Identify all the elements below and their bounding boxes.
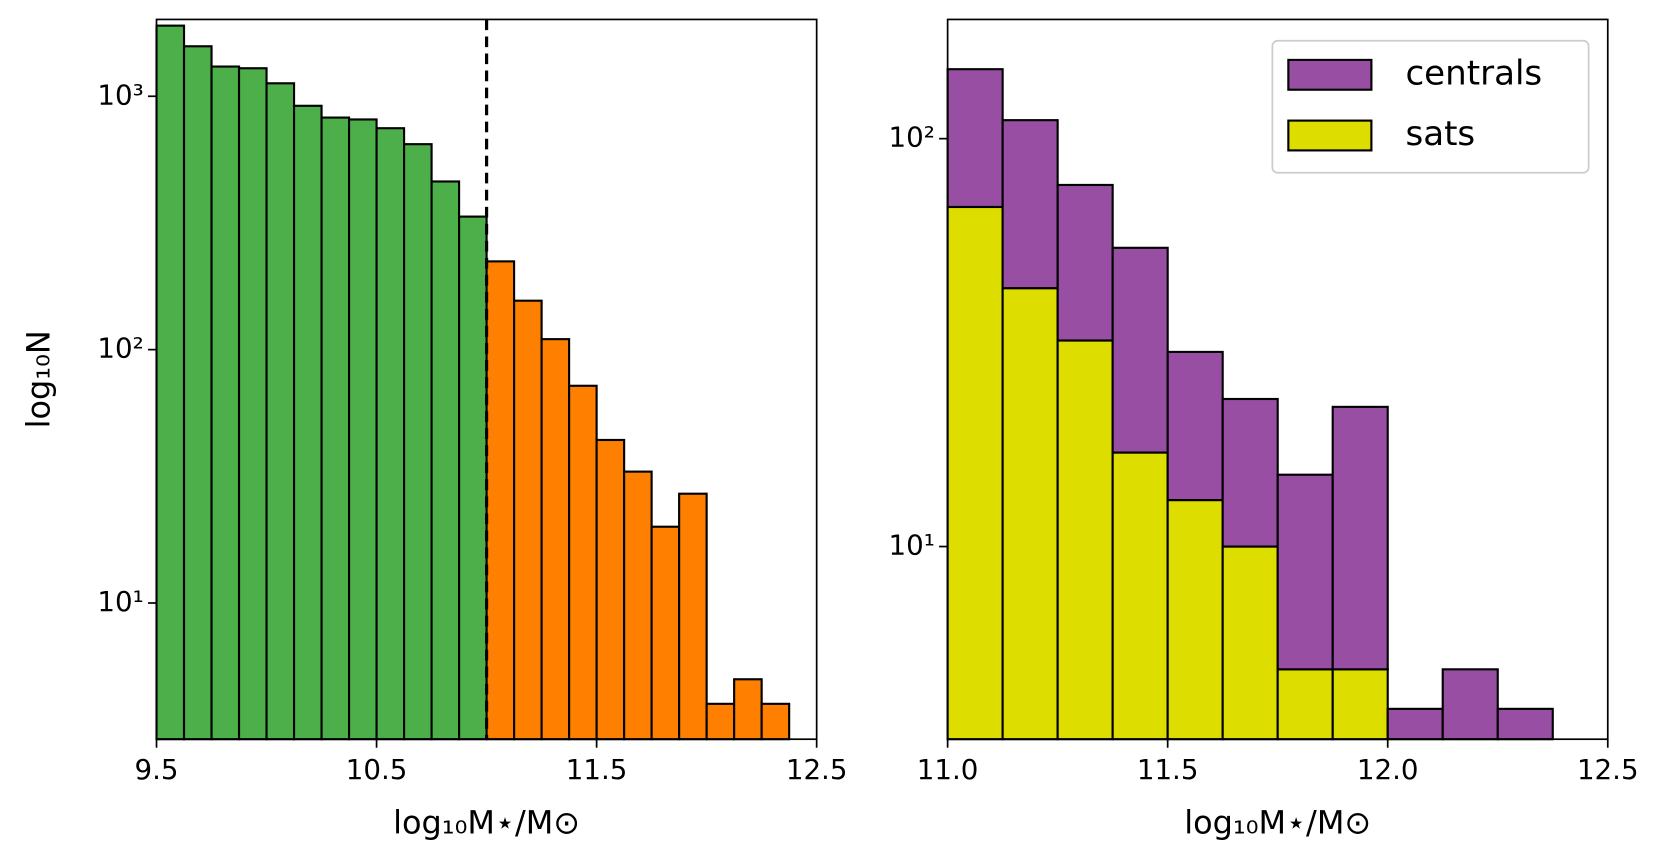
bar: [1221, 397, 1279, 548]
bar: [1111, 451, 1169, 741]
bar: [1496, 707, 1554, 741]
bar: [946, 205, 1004, 741]
bar: [1331, 405, 1389, 671]
x-tick-label: 11.0: [917, 753, 979, 786]
bar: [403, 143, 433, 741]
legend-label: sats: [1405, 114, 1475, 154]
x-tick-label: 10.5: [346, 753, 408, 786]
x-tick-label: 11.5: [566, 753, 628, 786]
bar: [155, 24, 186, 741]
bar: [265, 82, 296, 741]
bar: [1001, 287, 1059, 741]
bar: [678, 492, 708, 741]
bar: [1441, 668, 1499, 741]
bar: [1056, 183, 1114, 342]
x-tick-label: 9.5: [135, 753, 179, 786]
bar: [320, 116, 351, 741]
bar: [733, 678, 763, 741]
bar: [623, 470, 653, 741]
y-tick-label: 10²: [889, 121, 935, 154]
bar: [430, 180, 461, 741]
y-tick-label: 10²: [97, 332, 143, 365]
legend-swatch: [1287, 58, 1373, 91]
bar: [1001, 119, 1059, 290]
bar: [485, 260, 516, 741]
bar: [705, 702, 736, 741]
y-tick-label: 10¹: [97, 585, 143, 618]
x-axis-label: log₁₀M⋆/M⊙: [1184, 803, 1371, 841]
legend: centrals sats: [1271, 39, 1590, 174]
x-tick-label: 12.0: [1357, 753, 1419, 786]
y-axis-label: log₁₀N: [19, 330, 57, 428]
plot-frame: [946, 18, 1609, 741]
bar: [568, 384, 598, 741]
x-tick-label: 12.5: [786, 753, 848, 786]
bar: [1221, 545, 1279, 741]
bar: [237, 67, 268, 741]
bar: [1166, 498, 1224, 741]
bar: [595, 438, 626, 741]
bar: [1056, 339, 1114, 741]
bar: [650, 525, 681, 741]
bar: [1166, 350, 1224, 502]
bar: [1386, 707, 1444, 741]
bar: [458, 215, 488, 741]
y-tick-label: 10³: [97, 78, 143, 111]
plot-frame: [155, 18, 818, 741]
bar: [1276, 473, 1334, 671]
legend-label: centrals: [1405, 53, 1542, 93]
y-tick-label: 10¹: [889, 529, 935, 562]
bar: [292, 104, 323, 741]
bar: [1331, 668, 1389, 741]
bar: [375, 127, 406, 741]
bar: [347, 118, 378, 741]
bar: [760, 702, 791, 741]
x-axis-label: log₁₀M⋆/M⊙: [393, 803, 580, 841]
x-tick-label: 11.5: [1137, 753, 1199, 786]
bar: [210, 65, 241, 741]
bar: [513, 299, 543, 741]
bar: [946, 68, 1004, 209]
bar: [182, 45, 213, 741]
bar: [1111, 246, 1169, 454]
x-tick-label: 12.5: [1577, 753, 1639, 786]
bar: [540, 338, 571, 741]
legend-swatch: [1287, 119, 1373, 152]
bar: [1276, 668, 1334, 741]
